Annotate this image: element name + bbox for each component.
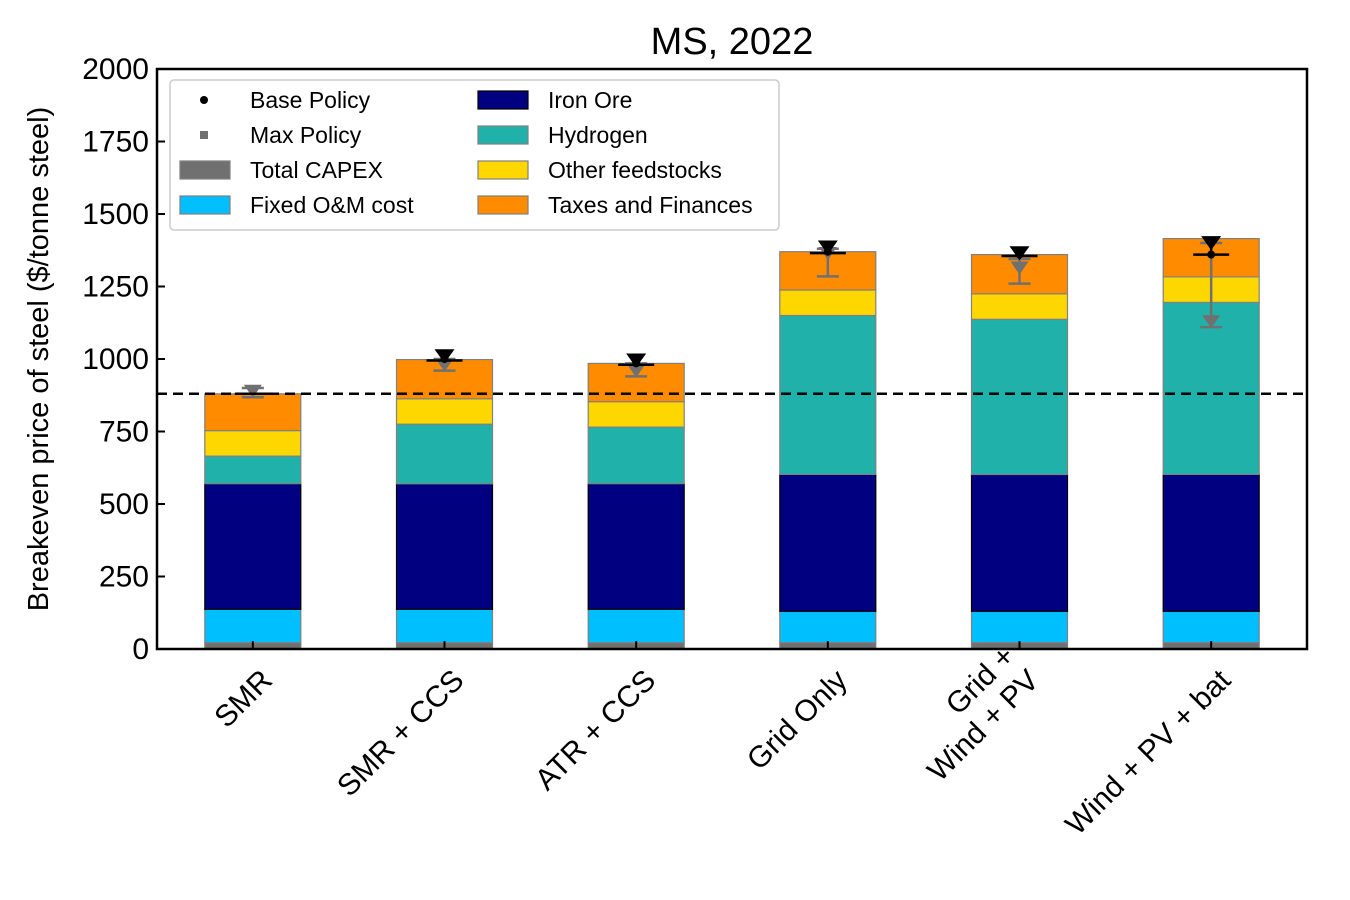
legend-swatch-total-capex: [179, 160, 231, 180]
bar-segment-other-feedstocks-0: [204, 430, 302, 457]
legend-label-max-policy: Max Policy: [250, 122, 362, 148]
bar-segment-iron-ore-5: [1162, 473, 1260, 612]
x-tick-label-group-4: Grid +Wind + PV: [921, 640, 1045, 788]
bar-segment-fixed-o-m-cost-3: [779, 610, 877, 644]
y-tick-label-750: 750: [99, 416, 149, 449]
bar-segment-hydrogen-0: [204, 455, 302, 485]
x-tick-label-group-1: SMR + CCS: [331, 664, 470, 803]
max-policy-marker-2: [627, 364, 646, 378]
max-policy-marker-1: [435, 358, 454, 372]
y-tick-label-250: 250: [99, 561, 149, 594]
legend-label-base-policy: Base Policy: [250, 87, 371, 113]
legend-label-other-feedstocks: Other feedstocks: [548, 157, 722, 183]
bar-segment-iron-ore-4: [970, 473, 1069, 612]
x-tick-label-3-0: Grid Only: [741, 664, 854, 777]
bar-segment-hydrogen-4: [970, 318, 1069, 476]
y-tick-label-1750: 1750: [82, 126, 149, 159]
legend-label-total-capex: Total CAPEX: [250, 157, 383, 183]
bar-segment-fixed-o-m-cost-4: [970, 610, 1069, 644]
base-policy-marker-3: [817, 240, 838, 255]
bar-segment-hydrogen-5: [1162, 301, 1260, 475]
y-tick-label-1250: 1250: [82, 271, 149, 304]
legend-label-hydrogen: Hydrogen: [548, 122, 648, 148]
legend-marker-base-policy: [200, 96, 208, 104]
bar-segment-fixed-o-m-cost-1: [395, 608, 494, 644]
bar-segment-fixed-o-m-cost-5: [1162, 610, 1260, 644]
legend-label-taxes-and-finances: Taxes and Finances: [548, 192, 753, 218]
bar-segment-taxes-and-finances-0: [204, 393, 302, 432]
legend-marker-max-policy: [200, 131, 208, 139]
base-policy-dot-1: [440, 355, 449, 363]
x-tick-label-group-2: ATR + CCS: [529, 664, 662, 797]
bar-segment-hydrogen-2: [587, 426, 685, 485]
bar-segment-iron-ore-0: [204, 483, 302, 610]
base-policy-dot-5: [1207, 250, 1216, 259]
bar-segment-hydrogen-3: [779, 314, 877, 475]
legend-label-iron-ore: Iron Ore: [548, 87, 632, 113]
bar-segment-fixed-o-m-cost-0: [204, 608, 302, 644]
max-policy-marker-5: [1202, 315, 1221, 329]
y-axis-label: Breakeven price of steel ($/tonne steel): [23, 107, 55, 612]
legend-box: [169, 79, 780, 231]
chart-title: MS, 2022: [651, 21, 814, 63]
legend-swatch-iron-ore: [477, 90, 529, 110]
max-policy-marker-0: [243, 384, 262, 398]
bar-segment-other-feedstocks-4: [970, 293, 1069, 320]
x-tick-label-group-5: Wind + PV + bat: [1059, 663, 1237, 841]
legend-label-fixed-o-m-cost: Fixed O&M cost: [250, 192, 414, 218]
bar-segment-other-feedstocks-1: [395, 398, 494, 425]
bar-segment-taxes-and-finances-2: [587, 362, 685, 403]
bar-segment-iron-ore-2: [587, 483, 685, 610]
bar-segment-other-feedstocks-2: [587, 401, 685, 428]
y-tick-label-0: 0: [132, 633, 149, 666]
max-policy-marker-4: [1010, 261, 1029, 275]
x-tick-label-group-3: Grid Only: [741, 664, 854, 777]
x-tick-label-1-0: SMR + CCS: [331, 664, 470, 803]
y-tick-label-1500: 1500: [82, 198, 149, 231]
y-tick-label-2000: 2000: [82, 53, 149, 86]
x-tick-label-5-0: Wind + PV + bat: [1059, 663, 1237, 841]
y-tick-label-500: 500: [99, 488, 149, 521]
x-tick-label-0-0: SMR: [208, 664, 278, 734]
legend-swatch-other-feedstocks: [477, 160, 529, 180]
x-tick-label-2-0: ATR + CCS: [529, 664, 662, 797]
bar-segment-hydrogen-1: [395, 423, 494, 485]
legend-swatch-taxes-and-finances: [477, 195, 529, 215]
base-policy-dot-4: [1015, 250, 1024, 259]
x-tick-label-group-0: SMR: [208, 664, 278, 734]
bar-segment-fixed-o-m-cost-2: [587, 608, 685, 644]
base-policy-dot-2: [632, 359, 641, 368]
base-policy-marker-5: [1201, 236, 1222, 251]
base-policy-dot-3: [823, 247, 832, 256]
bar-segment-iron-ore-1: [395, 483, 494, 610]
bar-segment-iron-ore-3: [779, 473, 877, 612]
y-tick-label-1000: 1000: [82, 343, 149, 376]
legend-swatch-hydrogen: [477, 125, 529, 145]
bar-segment-other-feedstocks-3: [779, 289, 877, 317]
legend-swatch-fixed-o-m-cost: [179, 195, 231, 215]
